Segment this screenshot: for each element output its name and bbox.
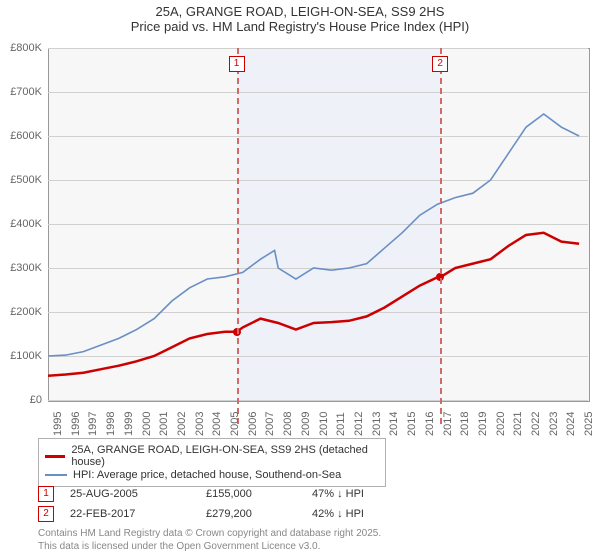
- xtick-label: 2025: [583, 412, 595, 436]
- xtick-label: 2024: [565, 412, 577, 436]
- ytick-label: £500K: [10, 174, 42, 186]
- ytick-label: £700K: [10, 86, 42, 98]
- credit-text: Contains HM Land Registry data © Crown c…: [38, 528, 381, 553]
- xtick-label: 2008: [282, 412, 294, 436]
- xtick-label: 1997: [87, 412, 99, 436]
- title-block: 25A, GRANGE ROAD, LEIGH-ON-SEA, SS9 2HS …: [0, 0, 600, 34]
- xtick-label: 2006: [247, 412, 259, 436]
- xtick-label: 2009: [300, 412, 312, 436]
- xtick-label: 1998: [105, 412, 117, 436]
- legend-item: HPI: Average price, detached house, Sout…: [45, 469, 379, 481]
- chart-area: 12 £0£100K£200K£300K£400K£500K£600K£700K…: [48, 48, 588, 400]
- xtick-label: 2021: [512, 412, 524, 436]
- xtick-label: 2001: [158, 412, 170, 436]
- sales-row: 1 25-AUG-2005 £155,000 47% ↓ HPI: [38, 486, 402, 502]
- xtick-label: 2002: [176, 412, 188, 436]
- ytick-label: £600K: [10, 130, 42, 142]
- sale-marker-badge: 1: [38, 486, 54, 502]
- title-address: 25A, GRANGE ROAD, LEIGH-ON-SEA, SS9 2HS: [0, 4, 600, 19]
- xtick-label: 2023: [548, 412, 560, 436]
- sale-date: 25-AUG-2005: [70, 488, 190, 500]
- xtick-label: 2022: [530, 412, 542, 436]
- sale-price: £279,200: [206, 508, 296, 520]
- xtick-label: 2012: [353, 412, 365, 436]
- legend-swatch-blue: [45, 474, 67, 476]
- xtick-label: 2019: [477, 412, 489, 436]
- sale-diff: 42% ↓ HPI: [312, 508, 402, 520]
- legend-label: 25A, GRANGE ROAD, LEIGH-ON-SEA, SS9 2HS …: [71, 444, 379, 468]
- sale-vline-badge: 2: [432, 56, 448, 72]
- sale-vline: [237, 48, 239, 424]
- legend-swatch-red: [45, 455, 65, 458]
- series-hpi: [48, 114, 579, 356]
- xtick-label: 1999: [123, 412, 135, 436]
- ytick-label: £200K: [10, 306, 42, 318]
- sales-row: 2 22-FEB-2017 £279,200 42% ↓ HPI: [38, 506, 402, 522]
- xtick-label: 1996: [70, 412, 82, 436]
- xtick-label: 2010: [318, 412, 330, 436]
- xtick-label: 2005: [229, 412, 241, 436]
- line-series: [48, 48, 588, 400]
- xtick-label: 2011: [335, 412, 347, 436]
- ytick-label: £0: [30, 394, 42, 406]
- xtick-label: 2018: [459, 412, 471, 436]
- sale-price: £155,000: [206, 488, 296, 500]
- sale-vline: [440, 48, 442, 424]
- xtick-label: 2014: [388, 412, 400, 436]
- ytick-label: £300K: [10, 262, 42, 274]
- legend-item: 25A, GRANGE ROAD, LEIGH-ON-SEA, SS9 2HS …: [45, 444, 379, 468]
- xtick-label: 2007: [264, 412, 276, 436]
- title-subtitle: Price paid vs. HM Land Registry's House …: [0, 19, 600, 34]
- xtick-label: 2020: [495, 412, 507, 436]
- credit-line: Contains HM Land Registry data © Crown c…: [38, 528, 381, 541]
- sale-vline-badge: 1: [229, 56, 245, 72]
- credit-line: This data is licensed under the Open Gov…: [38, 541, 381, 554]
- ytick-label: £100K: [10, 350, 42, 362]
- gridline: [48, 400, 588, 401]
- xtick-label: 2003: [194, 412, 206, 436]
- ytick-label: £400K: [10, 218, 42, 230]
- legend: 25A, GRANGE ROAD, LEIGH-ON-SEA, SS9 2HS …: [38, 438, 386, 487]
- xtick-label: 2004: [211, 412, 223, 436]
- sales-table: 1 25-AUG-2005 £155,000 47% ↓ HPI 2 22-FE…: [38, 482, 402, 526]
- legend-label: HPI: Average price, detached house, Sout…: [73, 469, 341, 481]
- xtick-label: 2013: [371, 412, 383, 436]
- xtick-label: 2017: [442, 412, 454, 436]
- xtick-label: 2016: [424, 412, 436, 436]
- sale-marker-badge: 2: [38, 506, 54, 522]
- series-price_paid: [48, 233, 579, 376]
- xtick-label: 1995: [52, 412, 64, 436]
- chart-container: 25A, GRANGE ROAD, LEIGH-ON-SEA, SS9 2HS …: [0, 0, 600, 560]
- sale-diff: 47% ↓ HPI: [312, 488, 402, 500]
- xtick-label: 2000: [141, 412, 153, 436]
- sale-date: 22-FEB-2017: [70, 508, 190, 520]
- ytick-label: £800K: [10, 42, 42, 54]
- xtick-label: 2015: [406, 412, 418, 436]
